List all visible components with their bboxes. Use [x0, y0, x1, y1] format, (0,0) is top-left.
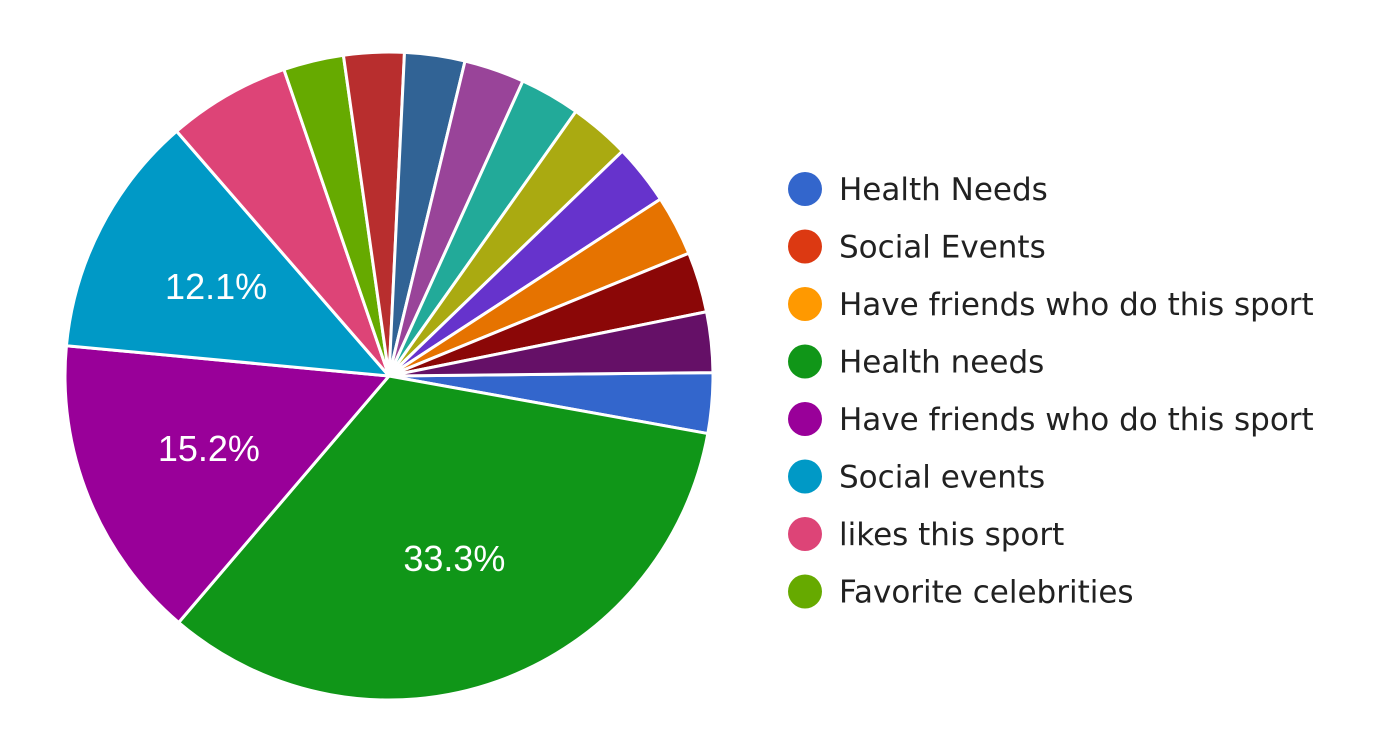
- pie-percent-labels: 33.3% 15.2% 12.1%: [158, 266, 506, 579]
- legend-label: Social events: [839, 460, 1045, 496]
- legend-swatch: [788, 459, 822, 494]
- legend-label: Have friends who do this sport: [839, 402, 1314, 438]
- pie-slices: [63, 50, 715, 702]
- legend: Health Needs Social Events Have friends wh…: [788, 172, 1314, 611]
- pie-slice-1: [177, 374, 710, 702]
- legend-swatch: [788, 344, 822, 379]
- legend-swatch: [788, 287, 822, 321]
- legend-swatch: [788, 229, 822, 264]
- legend-item: Favorite celebrities: [788, 574, 1134, 611]
- legend-item: Health Needs: [788, 172, 1048, 208]
- pie-slice-14: [387, 310, 715, 378]
- legend-label: Have friends who do this sport: [839, 287, 1314, 323]
- legend-item: Have friends who do this sport: [788, 402, 1314, 438]
- legend-swatch: [788, 172, 822, 206]
- slice-percent-label: 12.1%: [165, 266, 267, 307]
- legend-label: Favorite celebrities: [839, 575, 1134, 611]
- legend-item: Have friends who do this sport: [788, 287, 1314, 323]
- legend-label: Social Events: [839, 230, 1046, 266]
- pie-slice-2: [63, 344, 391, 624]
- pie-slice-3: [64, 129, 391, 378]
- legend-item: Social Events: [788, 229, 1046, 266]
- legend-item: Health needs: [788, 344, 1044, 381]
- legend-label: Health needs: [839, 345, 1044, 381]
- slice-percent-label: 15.2%: [158, 428, 260, 469]
- pie-slice-4: [175, 68, 391, 378]
- legend-item: Social events: [788, 459, 1045, 496]
- legend-swatch: [788, 517, 822, 551]
- legend-swatch: [788, 402, 822, 436]
- legend-swatch: [788, 574, 822, 609]
- legend-label: Health Needs: [839, 172, 1048, 208]
- legend-label: likes this sport: [839, 517, 1064, 553]
- legend-item: likes this sport: [788, 517, 1064, 553]
- slice-percent-label: 33.3%: [403, 538, 505, 579]
